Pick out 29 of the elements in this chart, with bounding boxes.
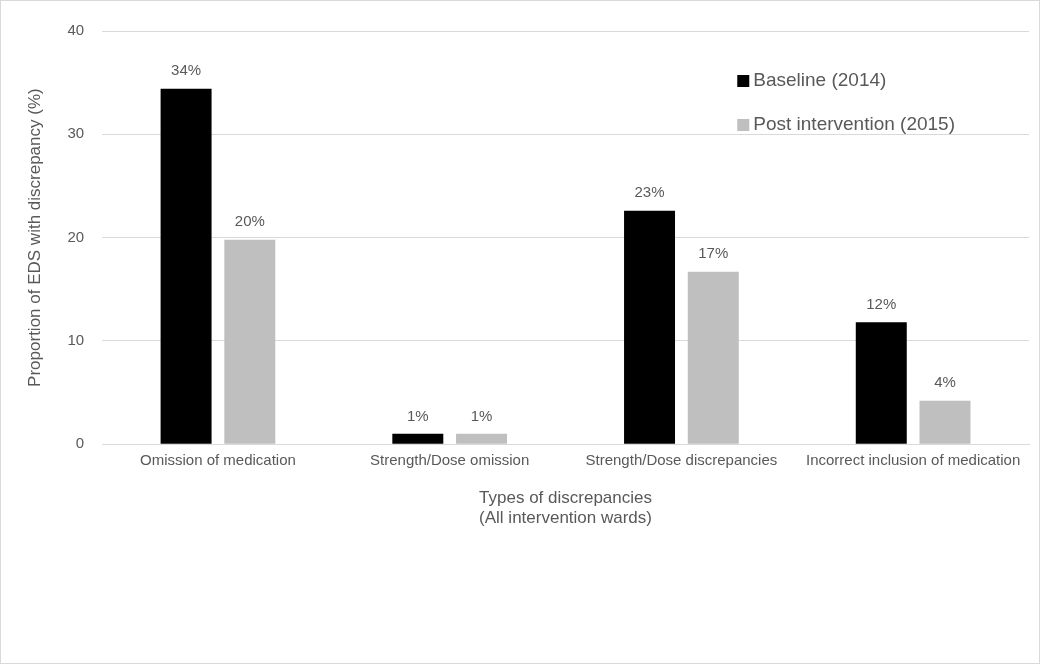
bar bbox=[392, 433, 444, 444]
data-label: 23% bbox=[634, 183, 665, 201]
y-tick-label: 40 bbox=[67, 21, 85, 39]
x-tick-label: Strength/Dose omission bbox=[370, 451, 530, 469]
bar bbox=[456, 433, 508, 444]
bar bbox=[855, 322, 907, 444]
y-tick-label: 20 bbox=[67, 227, 85, 245]
y-tick-label: 30 bbox=[67, 124, 85, 142]
data-label: 4% bbox=[934, 373, 956, 391]
y-tick-label: 0 bbox=[75, 434, 85, 452]
bar bbox=[687, 271, 739, 444]
bar bbox=[160, 88, 212, 444]
bar bbox=[624, 210, 676, 444]
x-tick-label: Incorrect inclusion of medication bbox=[805, 451, 1021, 469]
y-tick-label: 10 bbox=[67, 331, 85, 349]
data-label: 20% bbox=[234, 212, 265, 230]
data-label: 1% bbox=[406, 406, 429, 424]
data-label: 1% bbox=[470, 406, 493, 424]
legend-label: Baseline (2014) bbox=[753, 69, 887, 91]
data-label: 17% bbox=[698, 244, 729, 262]
data-label: 34% bbox=[171, 61, 202, 79]
data-label: 12% bbox=[866, 294, 897, 312]
bar bbox=[919, 400, 971, 444]
legend-label: Post intervention (2015) bbox=[753, 113, 956, 135]
x-tick-label: Omission of medication bbox=[140, 451, 296, 469]
x-axis-title: Types of discrepancies (All intervention wards) bbox=[479, 488, 652, 528]
x-tick-label: Strength/Dose discrepancies bbox=[585, 451, 778, 469]
y-axis-title: Proportion of EDS with discrepancy (%) bbox=[24, 88, 44, 387]
bar bbox=[224, 239, 276, 444]
